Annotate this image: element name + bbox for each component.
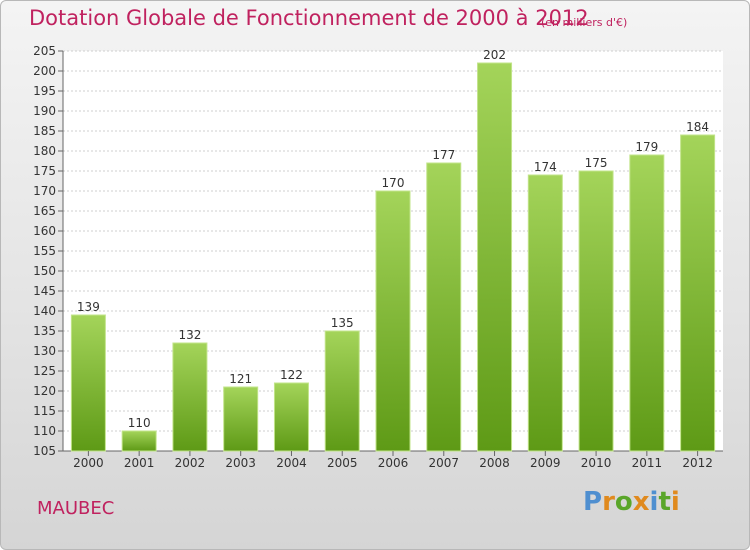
- y-tick-label: 200: [33, 64, 56, 78]
- y-tick-label: 165: [33, 204, 56, 218]
- bar: [629, 154, 665, 452]
- y-tick-label: 120: [33, 384, 56, 398]
- bar: [223, 386, 259, 452]
- bar-value-label: 139: [77, 300, 100, 314]
- bar: [172, 342, 208, 452]
- bar: [70, 314, 106, 452]
- bar-value-label: 170: [382, 176, 405, 190]
- logo-letter: o: [614, 487, 633, 517]
- y-tick-label: 140: [33, 304, 56, 318]
- logo-letter: r: [602, 487, 615, 517]
- x-tick-label: 2005: [327, 456, 358, 470]
- x-tick-label: 2008: [479, 456, 510, 470]
- x-tick-label: 2010: [581, 456, 612, 470]
- place-name: MAUBEC: [37, 498, 115, 519]
- chart-title: Dotation Globale de Fonctionnement de 20…: [29, 6, 589, 30]
- bar-value-label: 174: [534, 160, 557, 174]
- bar: [426, 162, 462, 452]
- y-tick-label: 115: [33, 404, 56, 418]
- y-tick-label: 105: [33, 444, 56, 458]
- logo-letter: i: [649, 487, 659, 517]
- bar-value-label: 135: [331, 316, 354, 330]
- bar-value-label: 184: [686, 120, 709, 134]
- bar: [477, 62, 513, 452]
- x-tick-label: 2004: [276, 456, 307, 470]
- bar-value-label: 175: [585, 156, 608, 170]
- x-tick-label: 2002: [175, 456, 206, 470]
- y-tick-label: 160: [33, 224, 56, 238]
- x-tick-label: 2006: [378, 456, 409, 470]
- x-tick-label: 2009: [530, 456, 561, 470]
- y-tick-label: 155: [33, 244, 56, 258]
- y-tick-label: 205: [33, 44, 56, 58]
- x-tick-label: 2007: [428, 456, 459, 470]
- proxiti-logo: Proxiti: [583, 487, 680, 517]
- bar-value-label: 177: [432, 148, 455, 162]
- y-tick-label: 195: [33, 84, 56, 98]
- x-tick-label: 2000: [73, 456, 104, 470]
- y-tick-label: 145: [33, 284, 56, 298]
- bar: [121, 430, 157, 452]
- logo-letter: t: [658, 487, 671, 517]
- y-tick-label: 180: [33, 144, 56, 158]
- logo-letter: P: [583, 487, 603, 517]
- bar-value-label: 132: [178, 328, 201, 342]
- bar-value-label: 121: [229, 372, 252, 386]
- logo-letter: i: [670, 487, 680, 517]
- y-tick-label: 170: [33, 184, 56, 198]
- bar: [527, 174, 563, 452]
- bar-value-label: 110: [128, 416, 151, 430]
- y-tick-label: 110: [33, 424, 56, 438]
- y-tick-label: 175: [33, 164, 56, 178]
- bar: [375, 190, 411, 452]
- x-tick-label: 2012: [682, 456, 713, 470]
- y-tick-label: 190: [33, 104, 56, 118]
- y-tick-label: 130: [33, 344, 56, 358]
- y-tick-label: 150: [33, 264, 56, 278]
- y-tick-label: 185: [33, 124, 56, 138]
- y-tick-label: 135: [33, 324, 56, 338]
- x-tick-label: 2001: [124, 456, 155, 470]
- y-tick-label: 125: [33, 364, 56, 378]
- x-tick-label: 2011: [632, 456, 663, 470]
- bar: [680, 134, 716, 452]
- x-tick-label: 2003: [225, 456, 256, 470]
- logo-letter: x: [632, 487, 650, 517]
- bar-value-label: 202: [483, 48, 506, 62]
- bar: [578, 170, 614, 452]
- bar-value-label: 122: [280, 368, 303, 382]
- bar: [273, 382, 309, 452]
- bar-value-label: 179: [635, 140, 658, 154]
- bar: [324, 330, 360, 452]
- chart-subtitle: (en milliers d'€): [541, 16, 628, 29]
